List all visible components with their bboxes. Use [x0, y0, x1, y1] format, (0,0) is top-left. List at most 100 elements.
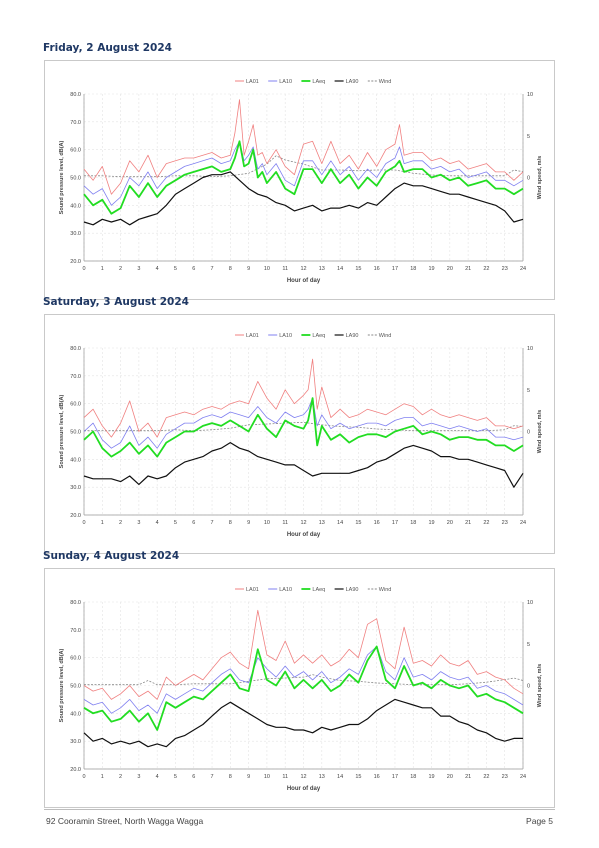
- series-line-la10: [83, 646, 524, 714]
- x-tick-label: 1: [101, 266, 104, 272]
- x-tick-label: 15: [355, 266, 361, 272]
- series-line-laeq: [83, 397, 524, 458]
- series-line-la01: [83, 358, 524, 438]
- series-line-la10: [83, 140, 524, 206]
- x-tick-label: 22: [483, 774, 489, 780]
- chart-sunday: 0 1 2 3 4 5 6 7 8 9 10 11 12 13 14 15 16 17 18 19 20 21 22 23 24…: [44, 568, 555, 808]
- x-tick-label: 7: [211, 774, 214, 780]
- x-axis-title: Hour of day: [287, 278, 321, 284]
- x-axis-title: Hour of day: [287, 786, 321, 792]
- y-tick-label: 70.0: [70, 374, 81, 380]
- footer-address: 92 Cooramin Street, North Wagga Wagga: [46, 816, 204, 826]
- legend-label-la10: LA10: [279, 587, 292, 593]
- y-tick-label: 40.0: [70, 457, 81, 463]
- x-tick-label: 0: [82, 774, 85, 780]
- x-tick-label: 3: [137, 520, 140, 526]
- x-tick-label: 14: [337, 520, 343, 526]
- x-tick-label: 23: [502, 266, 508, 272]
- y-tick-label: 60.0: [70, 402, 81, 408]
- series-line-la01: [83, 99, 524, 195]
- x-tick-label: 20: [447, 266, 453, 272]
- footer-page-number: Page 5: [526, 816, 553, 826]
- chart-svg-sunday: 0 1 2 3 4 5 6 7 8 9 10 11 12 13 14 15 16 17 18 19 20 21 22 23 24…: [59, 587, 543, 792]
- x-tick-label: 15: [355, 520, 361, 526]
- y-tick-label: 50.0: [70, 430, 81, 436]
- y-axis-title: Sound pressure level, dB(A): [59, 649, 65, 723]
- x-tick-label: 14: [337, 266, 343, 272]
- x-tick-label: 6: [192, 520, 195, 526]
- y-tick-label: 80.0: [70, 92, 81, 98]
- x-tick-label: 18: [410, 520, 416, 526]
- x-tick-label: 24: [520, 266, 526, 272]
- series-line-wind: [84, 155, 524, 178]
- y-tick-label: 30.0: [70, 485, 81, 491]
- footer-divider: [44, 809, 555, 810]
- x-axis-title: Hour of day: [287, 532, 321, 538]
- chart-svg-saturday: 0 1 2 3 4 5 6 7 8 9 10 11 12 13 14 15 16 17 18 19 20 21 22 23 24…: [59, 333, 543, 538]
- x-tick-label: 2: [119, 520, 122, 526]
- y-tick-label: 30.0: [70, 231, 81, 237]
- x-tick-label: 11: [282, 520, 288, 526]
- y-tick-label: 30.0: [70, 739, 81, 745]
- x-tick-label: 3: [137, 266, 140, 272]
- y-tick-label: 40.0: [70, 203, 81, 209]
- x-tick-label: 19: [428, 266, 434, 272]
- y-tick-label: 50.0: [70, 176, 81, 182]
- x-tick-label: 1: [101, 774, 104, 780]
- y2-tick-label: 10: [527, 346, 533, 352]
- x-tick-label: 21: [465, 774, 471, 780]
- y2-tick-label: 5: [527, 388, 530, 394]
- x-tick-label: 6: [192, 266, 195, 272]
- series-line-wind: [84, 674, 524, 686]
- y-tick-label: 20.0: [70, 513, 81, 519]
- y-tick-label: 20.0: [70, 767, 81, 773]
- x-tick-label: 18: [410, 774, 416, 780]
- y-tick-label: 40.0: [70, 711, 81, 717]
- x-tick-label: 24: [520, 774, 526, 780]
- x-tick-label: 3: [137, 774, 140, 780]
- y-axis-title: Sound pressure level, dB(A): [59, 141, 65, 215]
- x-tick-label: 20: [447, 774, 453, 780]
- x-tick-label: 5: [174, 520, 177, 526]
- x-tick-label: 13: [319, 266, 325, 272]
- legend-label-la90: LA90: [346, 79, 359, 85]
- x-tick-label: 17: [392, 266, 398, 272]
- chart-svg-friday: 0 1 2 3 4 5 6 7 8 9 10 11 12 13 14 15 16 17 18 19 20 21 22 23 24…: [59, 79, 543, 284]
- x-tick-label: 18: [410, 266, 416, 272]
- y2-axis-title: Wind speed, m/s: [537, 664, 543, 707]
- y-axis-title: Sound pressure level, dB(A): [59, 395, 65, 469]
- x-tick-label: 23: [502, 774, 508, 780]
- y-tick-label: 60.0: [70, 656, 81, 662]
- chart-saturday: 0 1 2 3 4 5 6 7 8 9 10 11 12 13 14 15 16 17 18 19 20 21 22 23 24…: [44, 314, 555, 554]
- series-line-laeq: [83, 645, 524, 731]
- y2-tick-label: 0: [527, 176, 530, 182]
- series-line-la10: [83, 397, 524, 449]
- y-tick-label: 70.0: [70, 628, 81, 634]
- x-tick-label: 7: [211, 266, 214, 272]
- y2-tick-label: 10: [527, 600, 533, 606]
- legend-label-la01: LA01: [246, 333, 259, 339]
- y2-axis-title: Wind speed, m/s: [537, 156, 543, 199]
- x-tick-label: 24: [520, 520, 526, 526]
- y2-tick-label: 10: [527, 92, 533, 98]
- series-line-la90: [83, 441, 524, 488]
- x-tick-label: 12: [300, 520, 306, 526]
- x-tick-label: 7: [211, 520, 214, 526]
- y2-tick-label: 0: [527, 684, 530, 690]
- legend-label-la01: LA01: [246, 79, 259, 85]
- x-tick-label: 11: [282, 266, 288, 272]
- y-tick-label: 20.0: [70, 259, 81, 265]
- legend-label-wind: Wind: [379, 587, 392, 593]
- y2-tick-label: 0: [527, 430, 530, 436]
- x-tick-label: 0: [82, 520, 85, 526]
- legend-label-la90: LA90: [346, 333, 359, 339]
- x-tick-label: 13: [319, 774, 325, 780]
- x-tick-label: 12: [300, 266, 306, 272]
- y2-tick-label: 5: [527, 134, 530, 140]
- y-tick-label: 50.0: [70, 684, 81, 690]
- x-tick-label: 22: [483, 520, 489, 526]
- x-tick-label: 17: [392, 520, 398, 526]
- legend-label-wind: Wind: [379, 79, 392, 85]
- legend-label-la10: LA10: [279, 333, 292, 339]
- x-tick-label: 2: [119, 774, 122, 780]
